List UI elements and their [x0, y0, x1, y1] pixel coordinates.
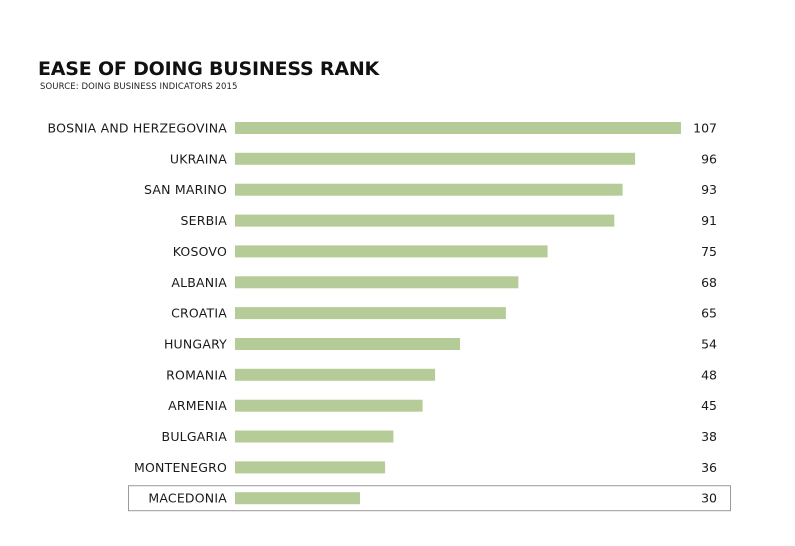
value-label-albania: 68 — [701, 275, 717, 290]
category-label-ukraina: UKRAINA — [170, 151, 227, 166]
value-label-armenia: 45 — [701, 398, 717, 413]
category-label-romania: ROMANIA — [166, 367, 227, 382]
value-label-bosnia-and-herzegovina: 107 — [693, 121, 717, 136]
bar-serbia — [235, 214, 615, 227]
bar-kosovo — [235, 245, 548, 258]
category-label-bulgaria: BULGARIA — [162, 429, 228, 444]
value-label-ukraina: 96 — [701, 151, 717, 166]
value-label-macedonia: 30 — [701, 491, 717, 506]
bar-armenia — [235, 399, 423, 412]
value-label-bulgaria: 38 — [701, 429, 717, 444]
category-label-albania: ALBANIA — [171, 275, 227, 290]
bar-bosnia-and-herzegovina — [235, 122, 681, 134]
value-label-hungary: 54 — [701, 337, 717, 352]
category-label-montenegro: MONTENEGRO — [134, 460, 227, 475]
chart-title: EASE OF DOING BUSINESS RANK — [38, 58, 380, 80]
value-label-montenegro: 36 — [701, 460, 717, 475]
bar-bulgaria — [235, 430, 394, 443]
bar-croatia — [235, 307, 506, 320]
category-label-hungary: HUNGARY — [164, 337, 227, 352]
value-label-croatia: 65 — [701, 306, 717, 321]
bar-san-marino — [235, 183, 623, 196]
bar-romania — [235, 368, 436, 381]
value-label-romania: 48 — [701, 367, 717, 382]
category-label-san-marino: SAN MARINO — [144, 182, 227, 197]
category-label-croatia: CROATIA — [171, 306, 227, 321]
category-label-armenia: ARMENIA — [168, 398, 227, 413]
bar-ukraina — [235, 152, 636, 165]
bar-albania — [235, 276, 519, 289]
highlight-box-macedonia — [128, 485, 731, 512]
value-label-serbia: 91 — [701, 213, 717, 228]
bar-macedonia — [235, 492, 360, 505]
category-label-kosovo: KOSOVO — [173, 244, 227, 259]
category-label-bosnia-and-herzegovina: BOSNIA AND HERZEGOVINA — [48, 121, 228, 136]
chart-subtitle: SOURCE: DOING BUSINESS INDICATORS 2015 — [40, 82, 238, 92]
category-label-macedonia: MACEDONIA — [148, 491, 227, 506]
category-label-serbia: SERBIA — [180, 213, 227, 228]
bar-montenegro — [235, 461, 386, 474]
value-label-san-marino: 93 — [701, 182, 717, 197]
bar-hungary — [235, 338, 461, 350]
value-label-kosovo: 75 — [701, 244, 717, 259]
